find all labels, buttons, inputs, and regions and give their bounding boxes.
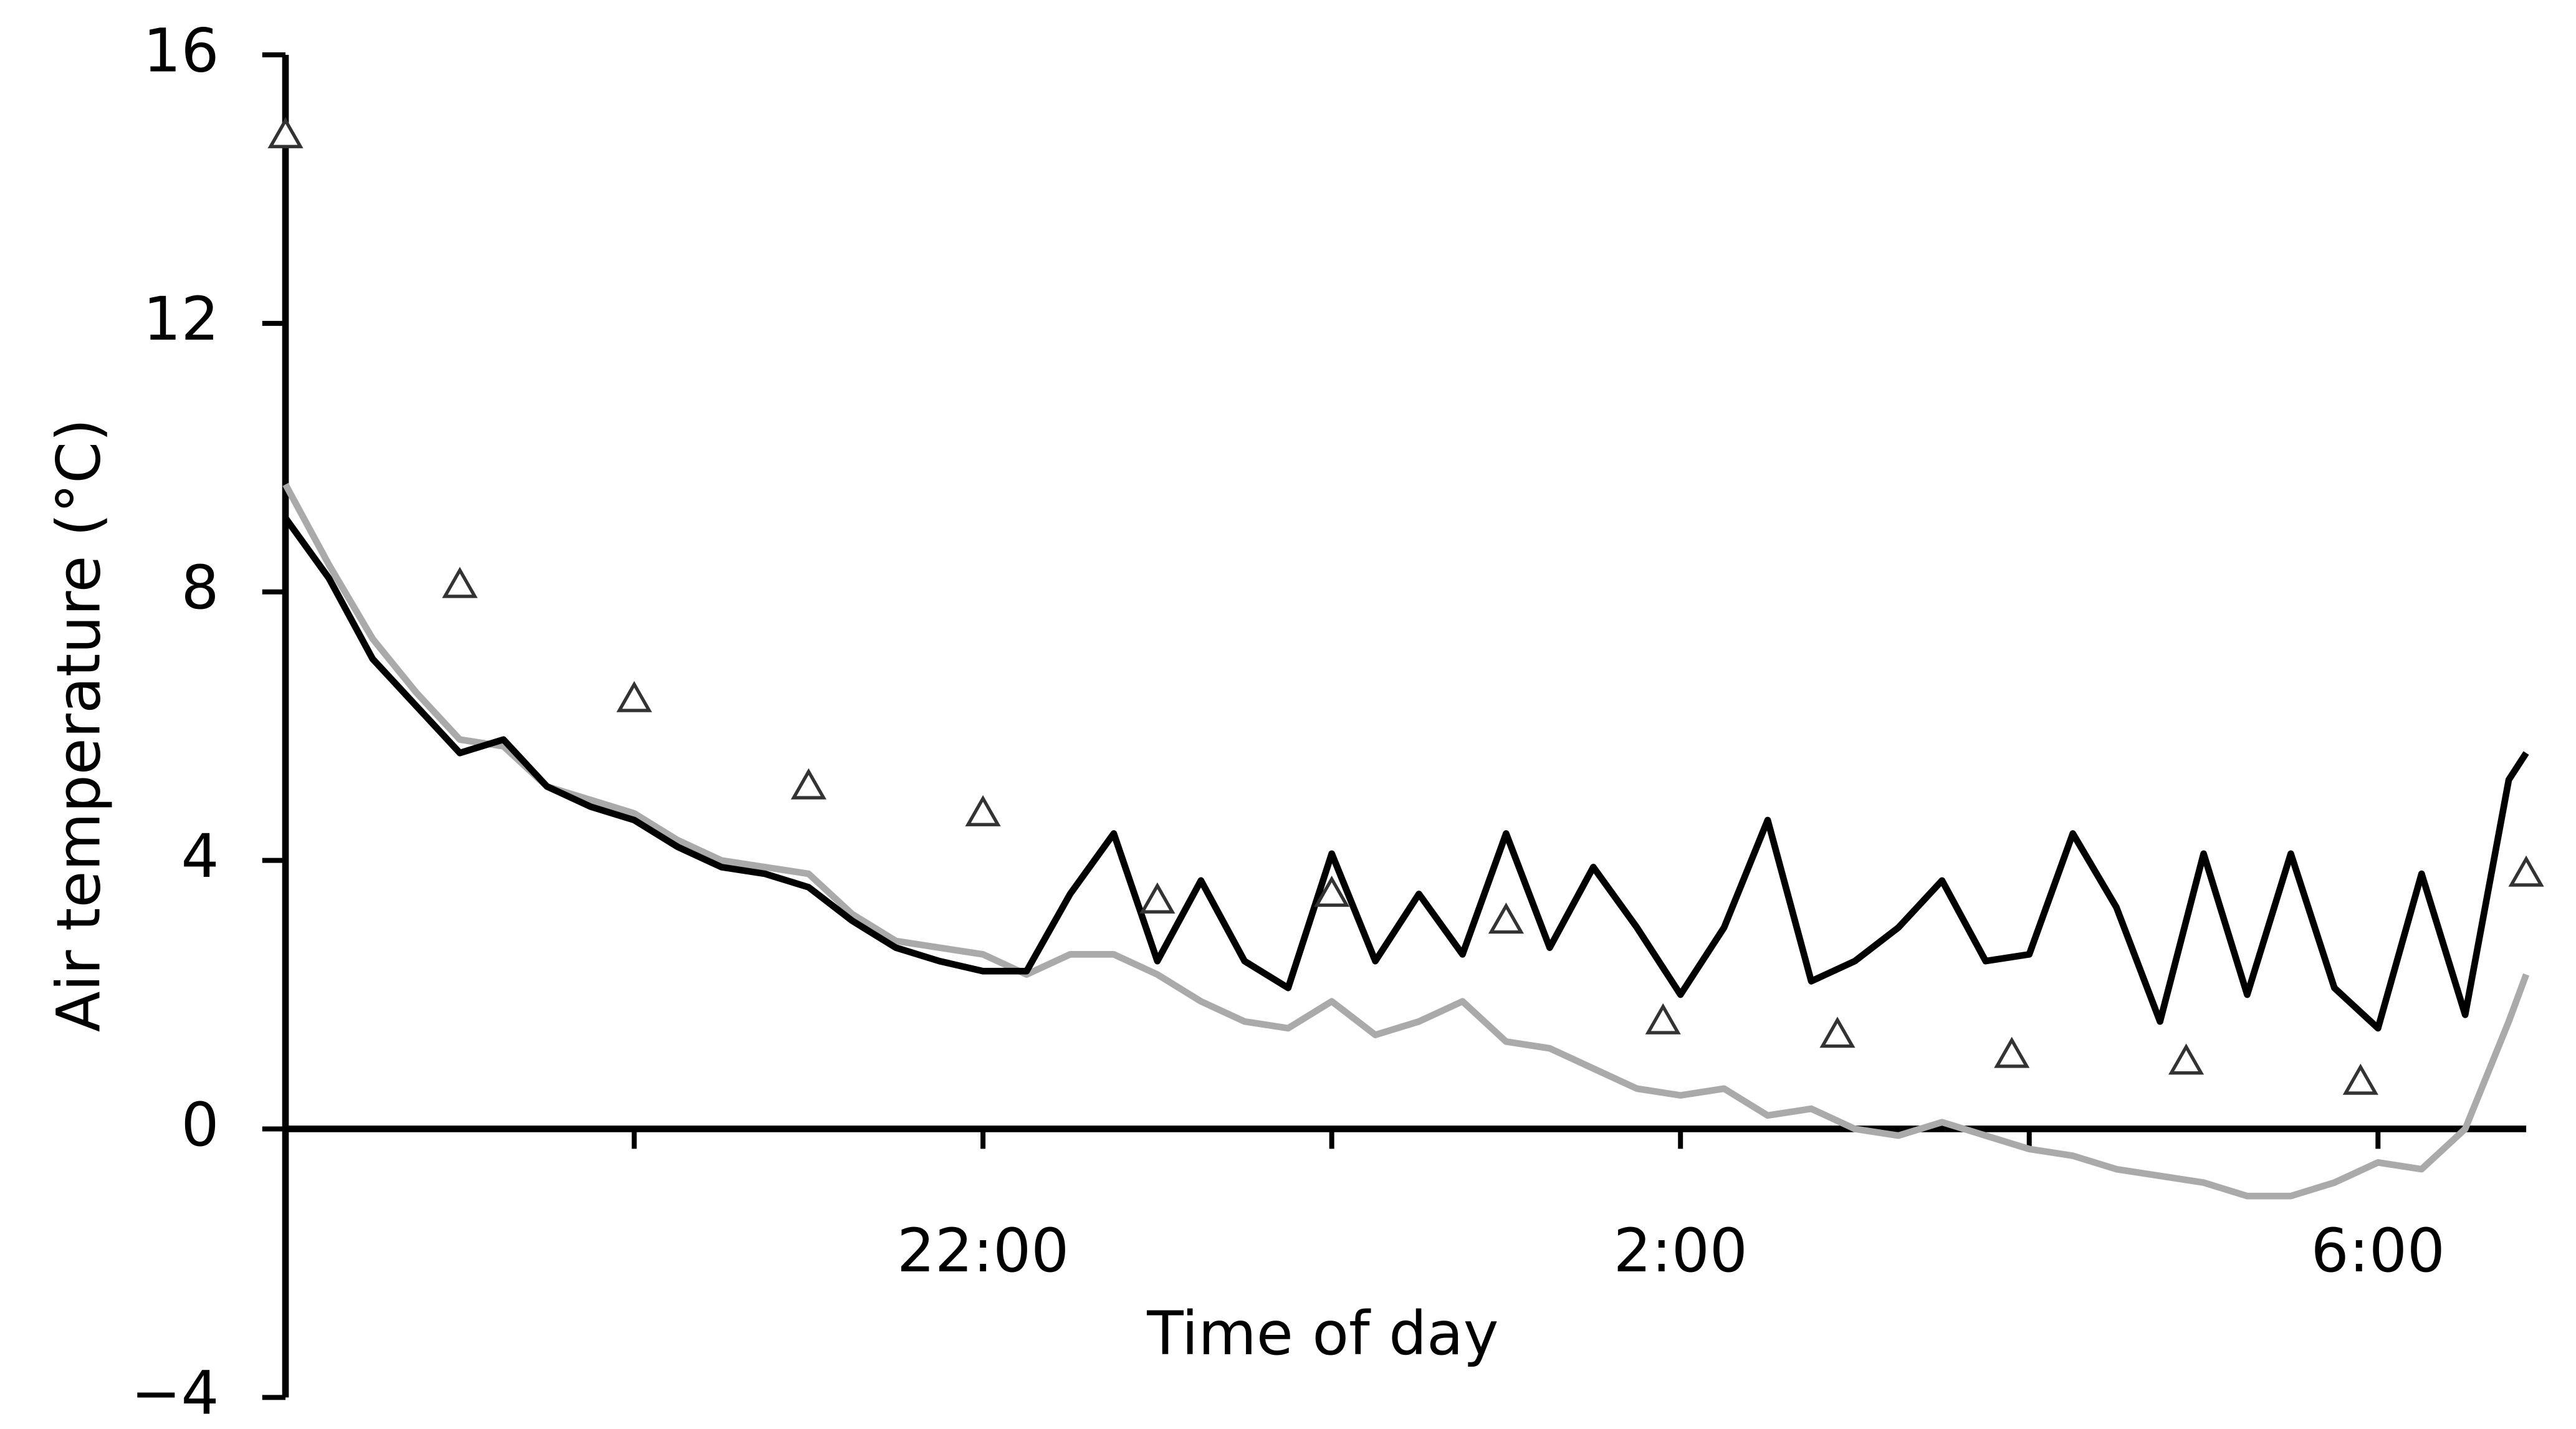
y-tick-label: 12 xyxy=(143,284,219,354)
y-tick-label: −4 xyxy=(131,1359,219,1428)
x-tick-label: 2:00 xyxy=(1614,1216,1748,1286)
y-tick-label: 8 xyxy=(181,553,219,623)
line-series xyxy=(282,482,2530,1200)
triangle-marker xyxy=(965,795,1001,826)
triangle-marker xyxy=(1139,882,1175,914)
triangle-marker xyxy=(2342,1063,2378,1095)
triangle-marker xyxy=(1819,1016,1855,1048)
x-tick-label: 22:00 xyxy=(897,1216,1069,1286)
triangle-marker xyxy=(442,566,478,598)
triangle-marker xyxy=(616,681,653,712)
x-tick-label: 6:00 xyxy=(2311,1216,2445,1286)
y-tick-label: 4 xyxy=(181,821,219,891)
triangle-marker xyxy=(1488,902,1524,934)
y-tick-label: 0 xyxy=(181,1090,219,1160)
y-axis-label: Air temperature (°C) xyxy=(44,418,114,1032)
triangle-marker xyxy=(2168,1043,2205,1075)
triangle-marker xyxy=(790,768,826,800)
x-axis-label: Time of day xyxy=(1146,1299,1498,1369)
line-series xyxy=(282,516,2529,1032)
triangle-marker xyxy=(2508,855,2544,887)
y-tick-label: 16 xyxy=(143,16,219,85)
triangle-marker xyxy=(267,117,304,148)
triangle-marker xyxy=(1314,876,1350,907)
triangle-marker xyxy=(1645,1003,1681,1035)
triangle-marker xyxy=(1994,1036,2030,1068)
